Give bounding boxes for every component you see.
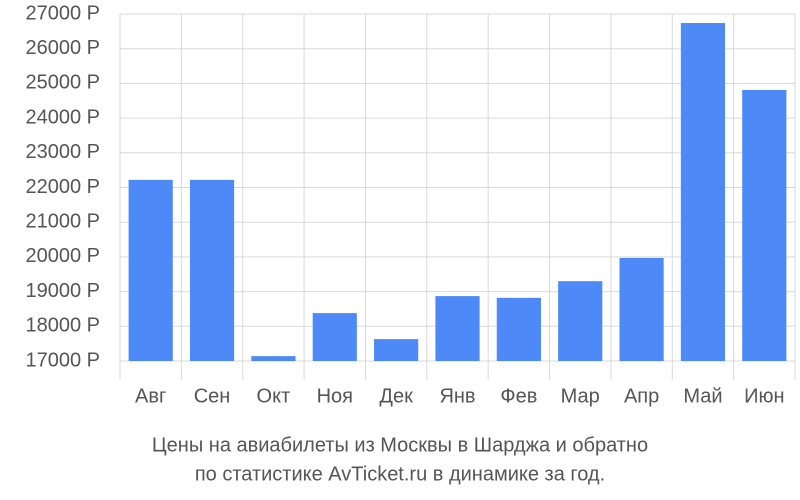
bar — [619, 257, 664, 361]
x-tick-label: Авг — [135, 385, 166, 407]
bar — [742, 89, 787, 362]
x-tick-label: Сен — [194, 385, 231, 407]
bar — [374, 339, 419, 361]
y-tick-label: 27000 Р — [25, 2, 100, 24]
x-tick-label: Ноя — [317, 385, 353, 407]
x-tick-label: Окт — [257, 385, 291, 407]
y-tick-label: 18000 Р — [25, 315, 100, 337]
chart-title: по статистике AvTicket.ru в динамике за … — [195, 463, 605, 485]
x-tick-label: Май — [683, 385, 722, 407]
bar — [435, 296, 480, 361]
y-tick-label: 21000 Р — [25, 210, 100, 232]
x-tick-label: Апр — [624, 385, 659, 407]
x-tick-label: Мар — [561, 385, 600, 407]
bar — [312, 313, 357, 361]
x-tick-label: Фев — [500, 385, 537, 407]
y-tick-label: 22000 Р — [25, 176, 100, 198]
y-tick-label: 17000 Р — [25, 349, 100, 371]
bar — [558, 281, 603, 361]
bar — [189, 179, 235, 361]
bar — [496, 297, 541, 361]
y-tick-label: 23000 Р — [25, 141, 100, 163]
y-tick-label: 24000 Р — [25, 106, 100, 128]
x-tick-label: Дек — [379, 385, 413, 407]
y-tick-label: 20000 Р — [25, 245, 100, 267]
y-tick-label: 19000 Р — [25, 280, 100, 302]
y-tick-label: 26000 Р — [25, 37, 100, 59]
chart-title: Цены на авиабилеты из Москвы в Шарджа и … — [152, 434, 648, 456]
y-tick-label: 25000 Р — [25, 72, 100, 94]
bar — [680, 23, 726, 361]
bar — [128, 179, 173, 361]
x-tick-label: Янв — [439, 385, 475, 407]
bar — [251, 356, 296, 361]
x-tick-label: Июн — [744, 385, 784, 407]
